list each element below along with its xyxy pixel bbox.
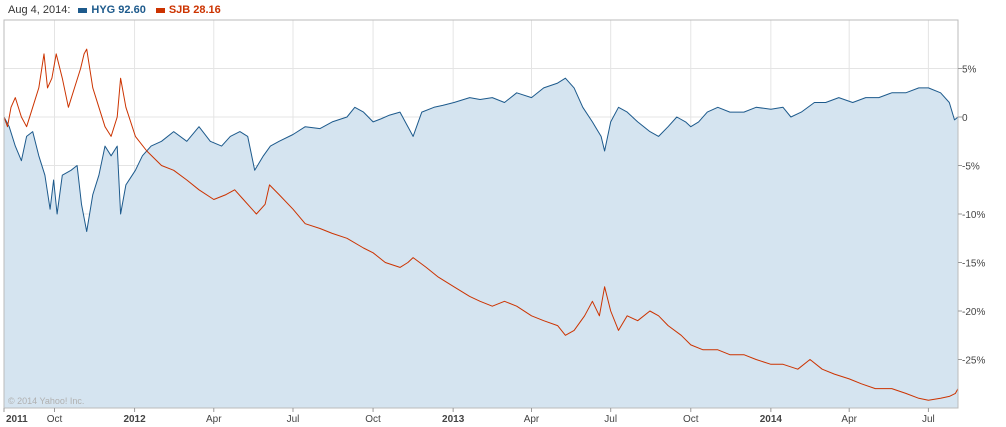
x-tick-label: Apr xyxy=(206,414,222,425)
legend-label-hyg: HYG 92.60 xyxy=(91,4,146,16)
y-tick-label: -15% xyxy=(962,259,985,270)
x-tick-label: 2012 xyxy=(123,414,146,425)
x-tick-label: Oct xyxy=(365,414,381,425)
chart-legend: Aug 4, 2014: HYG 92.60 SJB 28.16 xyxy=(0,0,231,20)
legend-entry-hyg[interactable]: HYG 92.60 xyxy=(78,4,146,16)
x-tick-label: Oct xyxy=(683,414,699,425)
legend-entry-sjb[interactable]: SJB 28.16 xyxy=(155,4,221,16)
x-tick-label: 2013 xyxy=(442,414,465,425)
legend-date: Aug 4, 2014: xyxy=(8,4,71,16)
y-tick-label: -5% xyxy=(962,162,980,173)
legend-label-sjb: SJB 28.16 xyxy=(168,4,221,16)
x-tick-label: Jul xyxy=(287,414,300,425)
series-line-hyg xyxy=(3,77,959,232)
x-tick-label: Oct xyxy=(47,414,63,425)
legend-strip xyxy=(0,0,1006,20)
y-tick-label: 0 xyxy=(962,113,968,124)
x-tick-label: Apr xyxy=(841,414,857,425)
x-tick-label: 2011 xyxy=(6,414,28,425)
copyright-watermark: © 2014 Yahoo! Inc. xyxy=(8,396,84,406)
x-tick-label: 2014 xyxy=(760,414,783,425)
series-area-hyg xyxy=(4,78,958,408)
y-tick-label: -25% xyxy=(962,356,985,367)
y-axis-ticks: 5% 0 -5% -10% -15% -20% -25% xyxy=(958,65,985,367)
y-tick-label: -20% xyxy=(962,307,985,318)
x-tick-label: Jul xyxy=(604,414,617,425)
series-line-sjb xyxy=(3,48,959,401)
sjb-swatch-icon xyxy=(155,7,165,13)
x-axis-ticks: 2011 Oct 2012 Apr Jul Oct 2013 Apr Jul Oct 2014 Apr… xyxy=(3,408,935,425)
x-tick-label: Jul xyxy=(922,414,935,425)
y-tick-label: 5% xyxy=(962,65,977,76)
y-tick-label: -10% xyxy=(962,210,985,221)
x-tick-label: Apr xyxy=(524,414,540,425)
chart-area-fills xyxy=(4,78,958,408)
chart-series-lines xyxy=(3,48,959,401)
hyg-swatch-icon xyxy=(78,7,88,13)
